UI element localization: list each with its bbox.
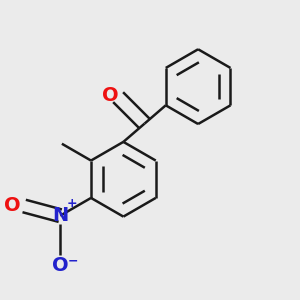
Text: O: O [52,256,69,275]
Text: +: + [66,197,77,210]
Text: −: − [68,254,78,267]
Text: O: O [102,86,118,105]
Text: O: O [4,196,20,214]
Text: N: N [52,206,68,225]
